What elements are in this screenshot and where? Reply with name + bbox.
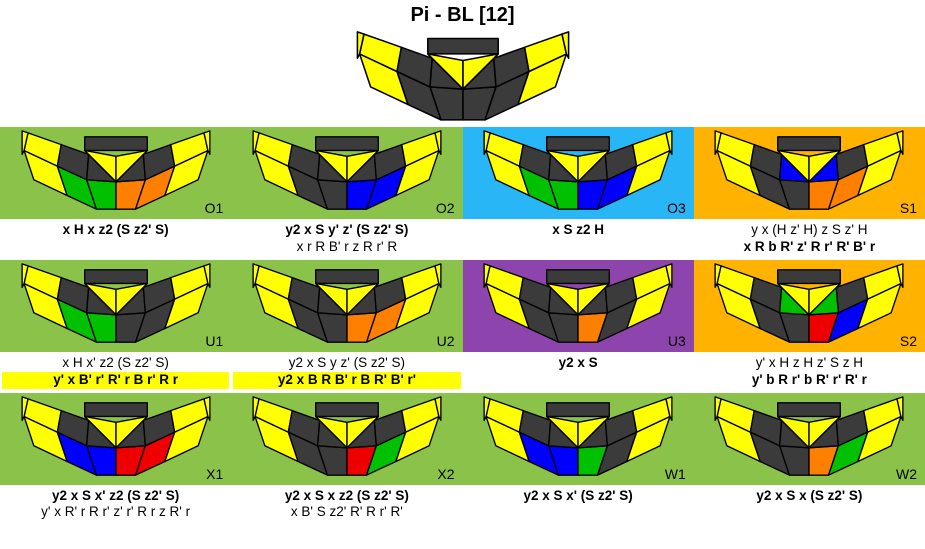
- alg-block: y2 x S x (S z2' S): [694, 485, 925, 521]
- case-label: O1: [205, 200, 224, 216]
- alg-line: y2 x S x' (S z2' S): [465, 488, 692, 505]
- alg-block: y2 x S: [463, 352, 694, 388]
- alg-block: y' x H z H z' S z Hy' b R r' b R' r' R' …: [694, 352, 925, 393]
- diagram-area: X2: [231, 393, 462, 485]
- page-title: Pi - BL [12]: [0, 0, 925, 27]
- case-W2: W2 y2 x S x (S z2' S): [694, 393, 925, 526]
- alg-line: y' x H z H z' S z H: [696, 355, 923, 372]
- header-diagram: [0, 27, 925, 127]
- alg-line: y' x B' r' R' r B r' R r: [2, 372, 229, 389]
- alg-block: y2 x S y z' (S z2' S)y2 x B R B' r B R' …: [231, 352, 462, 393]
- alg-line: x H x z2 (S z2' S): [2, 222, 229, 239]
- case-O3: O3 x S z2 H: [463, 127, 694, 260]
- diagram-area: X1: [0, 393, 231, 485]
- alg-line: y2 x S x' z2 (S z2' S): [2, 488, 229, 505]
- case-label: S2: [900, 333, 917, 349]
- diagram-area: W2: [694, 393, 925, 485]
- case-label: U1: [205, 333, 223, 349]
- alg-line: y2 x B R B' r B R' B' r': [233, 372, 460, 389]
- alg-line: x H x' z2 (S z2' S): [2, 355, 229, 372]
- alg-block: x S z2 H: [463, 219, 694, 255]
- alg-line: y x (H z' H) z S z' H: [696, 222, 923, 239]
- alg-block: y2 x S x z2 (S z2' S)x B' S z2' R' R r' …: [231, 485, 462, 526]
- case-label: O3: [667, 200, 686, 216]
- case-U1: U1 x H x' z2 (S z2' S)y' x B' r' R' r B r…: [0, 260, 231, 393]
- alg-block: x H x' z2 (S z2' S)y' x B' r' R' r B r' …: [0, 352, 231, 393]
- case-grid: O1 x H x z2 (S z2' S) O2 y2 x S y' z' (S z2…: [0, 127, 925, 525]
- case-W1: W1 y2 x S x' (S z2' S): [463, 393, 694, 526]
- alg-block: y x (H z' H) z S z' Hx R b R' z' R r' R'…: [694, 219, 925, 260]
- alg-line: y2 x S y z' (S z2' S): [233, 355, 460, 372]
- diagram-area: W1: [463, 393, 694, 485]
- case-label: U3: [668, 333, 686, 349]
- alg-block: y2 x S y' z' (S z2' S)x r R B' r z R r' …: [231, 219, 462, 260]
- case-X2: X2 y2 x S x z2 (S z2' S)x B' S z2' R' R r…: [231, 393, 462, 526]
- diagram-area: U3: [463, 260, 694, 352]
- alg-line: y' b R r' b R' r' R' r: [696, 372, 923, 389]
- alg-line: x S z2 H: [465, 222, 692, 239]
- alg-block: x H x z2 (S z2' S): [0, 219, 231, 255]
- case-label: W1: [665, 466, 686, 482]
- diagram-area: U1: [0, 260, 231, 352]
- case-S1: S1 y x (H z' H) z S z' Hx R b R' z' R r' …: [694, 127, 925, 260]
- case-label: S1: [900, 200, 917, 216]
- alg-line: y2 x S: [465, 355, 692, 372]
- diagram-area: O3: [463, 127, 694, 219]
- case-S2: S2 y' x H z H z' S z Hy' b R r' b R' r' R…: [694, 260, 925, 393]
- alg-line: y2 x S y' z' (S z2' S): [233, 222, 460, 239]
- case-O2: O2 y2 x S y' z' (S z2' S)x r R B' r z R r…: [231, 127, 462, 260]
- alg-line: x B' S z2' R' R r' R': [233, 504, 460, 521]
- case-label: X1: [206, 466, 223, 482]
- case-O1: O1 x H x z2 (S z2' S): [0, 127, 231, 260]
- diagram-area: S2: [694, 260, 925, 352]
- alg-line: y' x R' r R r' z' r' R r z R' r: [2, 504, 229, 521]
- case-U3: U3 y2 x S: [463, 260, 694, 393]
- diagram-area: O1: [0, 127, 231, 219]
- alg-block: y2 x S x' (S z2' S): [463, 485, 694, 521]
- alg-line: x R b R' z' R r' R' B' r: [696, 239, 923, 256]
- case-X1: X1 y2 x S x' z2 (S z2' S)y' x R' r R r' z…: [0, 393, 231, 526]
- alg-line: y2 x S x z2 (S z2' S): [233, 488, 460, 505]
- diagram-area: S1: [694, 127, 925, 219]
- case-label: O2: [436, 200, 455, 216]
- case-label: U2: [437, 333, 455, 349]
- alg-line: y2 x S x (S z2' S): [696, 488, 923, 505]
- diagram-area: O2: [231, 127, 462, 219]
- case-label: X2: [437, 466, 454, 482]
- case-label: W2: [896, 466, 917, 482]
- case-U2: U2 y2 x S y z' (S z2' S)y2 x B R B' r B R…: [231, 260, 462, 393]
- alg-line: x r R B' r z R r' R: [233, 239, 460, 256]
- diagram-area: U2: [231, 260, 462, 352]
- alg-block: y2 x S x' z2 (S z2' S)y' x R' r R r' z' …: [0, 485, 231, 526]
